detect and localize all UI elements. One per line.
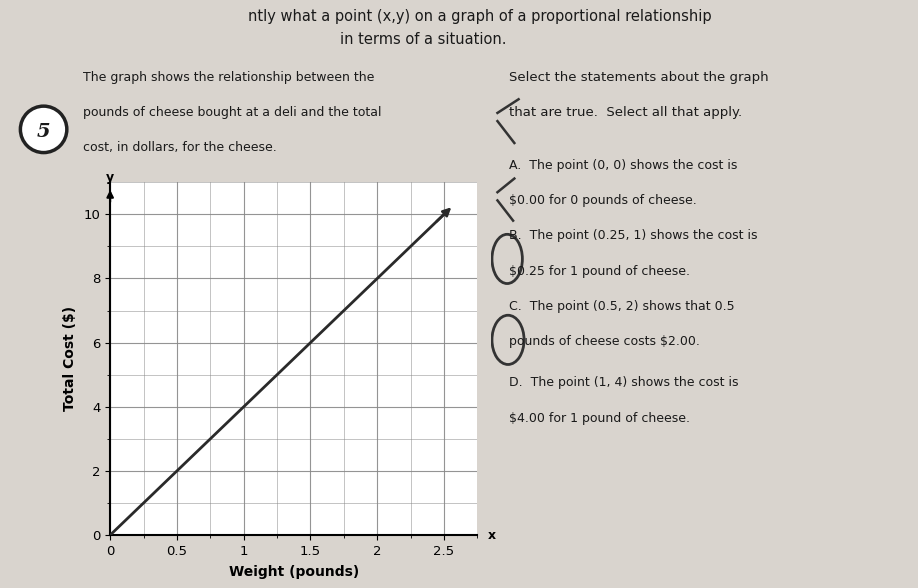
- Text: pounds of cheese costs $2.00.: pounds of cheese costs $2.00.: [509, 335, 700, 348]
- Circle shape: [20, 106, 67, 152]
- Y-axis label: Total Cost ($): Total Cost ($): [62, 306, 76, 411]
- Text: ntly what a point (x,y) on a graph of a proportional relationship: ntly what a point (x,y) on a graph of a …: [248, 9, 711, 24]
- Text: pounds of cheese bought at a deli and the total: pounds of cheese bought at a deli and th…: [83, 106, 381, 119]
- Text: 5: 5: [37, 123, 50, 141]
- Text: $0.25 for 1 pound of cheese.: $0.25 for 1 pound of cheese.: [509, 265, 690, 278]
- X-axis label: Weight (pounds): Weight (pounds): [229, 564, 359, 579]
- Text: $0.00 for 0 pounds of cheese.: $0.00 for 0 pounds of cheese.: [509, 194, 698, 207]
- Text: x: x: [488, 529, 496, 542]
- Text: y: y: [106, 171, 114, 184]
- Text: D.  The point (1, 4) shows the cost is: D. The point (1, 4) shows the cost is: [509, 376, 739, 389]
- Text: B.  The point (0.25, 1) shows the cost is: B. The point (0.25, 1) shows the cost is: [509, 229, 758, 242]
- Text: Select the statements about the graph: Select the statements about the graph: [509, 71, 769, 83]
- Text: The graph shows the relationship between the: The graph shows the relationship between…: [83, 71, 374, 83]
- Text: that are true.  Select all that apply.: that are true. Select all that apply.: [509, 106, 743, 119]
- Text: $4.00 for 1 pound of cheese.: $4.00 for 1 pound of cheese.: [509, 412, 690, 425]
- Text: A.  The point (0, 0) shows the cost is: A. The point (0, 0) shows the cost is: [509, 159, 738, 172]
- Text: C.  The point (0.5, 2) shows that 0.5: C. The point (0.5, 2) shows that 0.5: [509, 300, 735, 313]
- Text: in terms of a situation.: in terms of a situation.: [340, 32, 506, 48]
- Text: cost, in dollars, for the cheese.: cost, in dollars, for the cheese.: [83, 141, 276, 154]
